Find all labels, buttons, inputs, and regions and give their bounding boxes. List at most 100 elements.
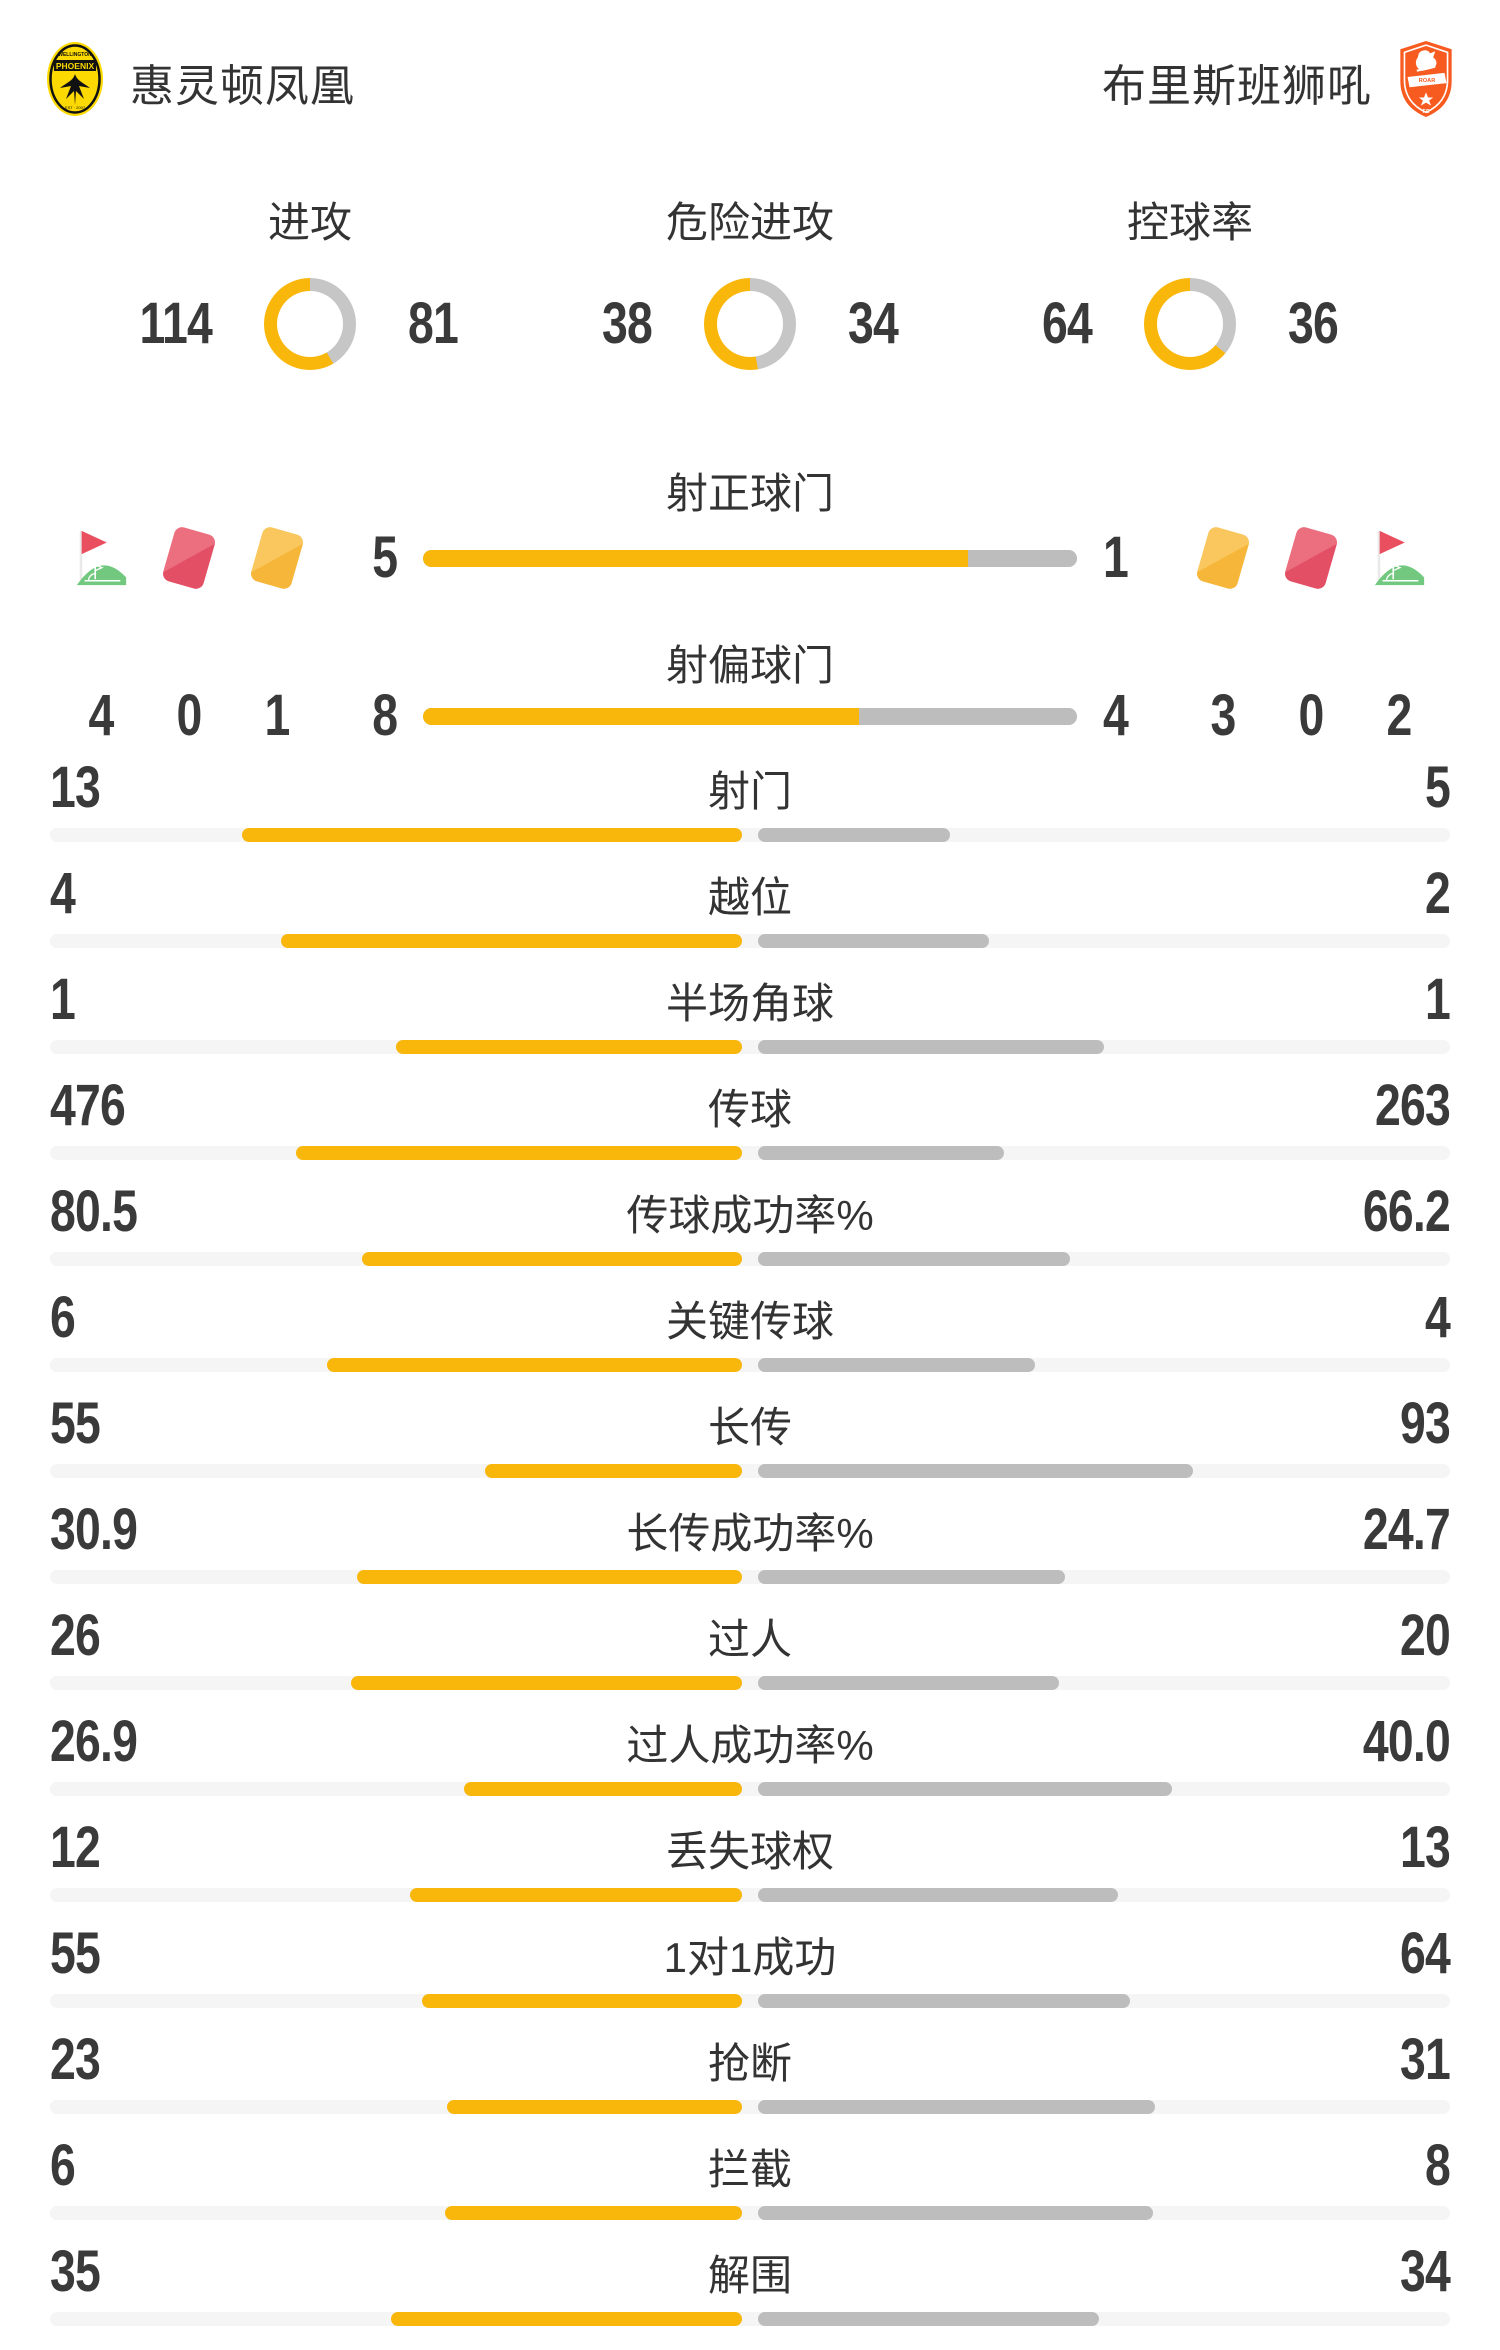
stat-bar-track bbox=[50, 1358, 1450, 1372]
stat-bar-track bbox=[50, 1252, 1450, 1266]
stat-bar-track bbox=[50, 1676, 1450, 1690]
stat-row: 35 解围 34 bbox=[50, 2239, 1451, 2346]
shots-off-target-title: 射偏球门 bbox=[665, 642, 834, 689]
stat-away-value: 66.2 bbox=[1362, 1179, 1451, 1244]
stat-bar-away bbox=[758, 1252, 1071, 1266]
stat-bar-track bbox=[50, 2312, 1450, 2326]
svg-text:WELLINGTON: WELLINGTON bbox=[58, 52, 92, 58]
stat-bar-away bbox=[758, 1464, 1193, 1478]
donut-away-value: 36 bbox=[1288, 291, 1339, 356]
stat-away-value: 4 bbox=[1424, 1285, 1451, 1350]
stat-bar-away bbox=[758, 1676, 1059, 1690]
stat-away-value: 34 bbox=[1399, 2239, 1451, 2304]
stat-row: 26.9 过人成功率% 40.0 bbox=[50, 1710, 1451, 1816]
stat-home-value: 80.5 bbox=[50, 1179, 138, 1244]
stat-bar-track bbox=[50, 1464, 1450, 1478]
stat-home-value: 55 bbox=[50, 1391, 101, 1456]
donut-col-dangerous-attacks: 危险进攻 38 34 bbox=[530, 189, 970, 370]
team-home-name: 惠灵顿凤凰 bbox=[130, 61, 355, 111]
donut-section: 进攻 114 81 危险进攻 38 34 控球率 64 36 bbox=[0, 189, 1500, 370]
stat-bar-home bbox=[447, 2100, 742, 2114]
stat-bar-away bbox=[758, 1782, 1172, 1796]
stat-row: 30.9 长传成功率% 24.7 bbox=[50, 1497, 1451, 1604]
stat-bar-away bbox=[758, 1146, 1005, 1160]
shots-on-target-bar-away bbox=[968, 549, 1077, 567]
stat-label: 1对1成功 bbox=[663, 1933, 837, 1981]
stat-label: 射门 bbox=[707, 767, 792, 815]
shots-on-target-bar bbox=[423, 549, 1077, 567]
stat-home-value: 6 bbox=[50, 1285, 76, 1350]
stat-row: 4 越位 2 bbox=[50, 861, 1451, 968]
donut-home-value: 64 bbox=[1041, 291, 1093, 356]
stat-bar-away bbox=[758, 2206, 1154, 2220]
stat-bar-away bbox=[758, 1994, 1131, 2008]
stat-row: 55 长传 93 bbox=[50, 1391, 1451, 1498]
stat-row: 23 抢断 31 bbox=[50, 2027, 1451, 2134]
red-card-icon bbox=[1282, 525, 1340, 591]
donut-away-value: 34 bbox=[848, 291, 899, 356]
stat-bar-track bbox=[50, 2100, 1450, 2114]
stat-bar-home bbox=[445, 2206, 742, 2220]
stat-label: 拦截 bbox=[707, 2145, 792, 2193]
stat-bar-home bbox=[362, 1252, 742, 1266]
stat-away-value: 2 bbox=[1424, 861, 1451, 926]
home-discipline-counts: 4 0 1 bbox=[48, 686, 318, 746]
stat-home-value: 30.9 bbox=[50, 1497, 138, 1562]
stat-bar-home bbox=[396, 1040, 742, 1054]
stat-bar-away bbox=[758, 2312, 1100, 2326]
stat-bar-track bbox=[50, 934, 1450, 948]
stat-bar-home bbox=[409, 1888, 742, 1902]
team-away-name: 布里斯班狮吼 bbox=[1102, 61, 1372, 111]
svg-text:ROAR: ROAR bbox=[1419, 78, 1436, 84]
header: WELLINGTON PHOENIX EST · 2007 惠灵顿凤凰 布里斯班… bbox=[0, 0, 1500, 123]
stat-home-value: 35 bbox=[50, 2239, 101, 2304]
stat-row: 80.5 传球成功率% 66.2 bbox=[50, 1179, 1451, 1286]
stat-away-value: 8 bbox=[1424, 2133, 1451, 2198]
team-home-logo-icon: WELLINGTON PHOENIX EST · 2007 bbox=[46, 41, 104, 122]
stat-bar-track bbox=[50, 1782, 1450, 1796]
stat-home-value: 13 bbox=[50, 755, 101, 820]
donut-col-attacks: 进攻 114 81 bbox=[90, 189, 530, 370]
donut-chart bbox=[264, 278, 356, 370]
stat-home-value: 4 bbox=[50, 861, 76, 926]
stat-bar-home bbox=[326, 1358, 742, 1372]
stat-bar-track bbox=[50, 828, 1450, 842]
donut-col-possession: 控球率 64 36 bbox=[970, 189, 1410, 370]
svg-text:FC: FC bbox=[1423, 109, 1430, 115]
stat-bar-away bbox=[758, 1888, 1118, 1902]
stat-row: 476 传球 263 bbox=[50, 1073, 1451, 1180]
stat-away-value: 263 bbox=[1374, 1073, 1451, 1138]
shots-off-target-bar-home bbox=[423, 707, 859, 725]
stat-away-value: 31 bbox=[1399, 2027, 1451, 2092]
shots-on-target-away-value: 1 bbox=[1103, 525, 1129, 590]
shots-off-target-bar-away bbox=[859, 707, 1077, 725]
stat-bar-home bbox=[422, 1994, 742, 2008]
stat-bar-home bbox=[391, 2312, 742, 2326]
away-discipline-icons bbox=[1182, 514, 1452, 602]
stat-bar-home bbox=[296, 1146, 742, 1160]
stat-row: 6 关键传球 4 bbox=[50, 1285, 1451, 1392]
away-discipline-counts: 3 0 2 bbox=[1182, 686, 1452, 746]
stat-row: 26 过人 20 bbox=[50, 1603, 1451, 1710]
stat-away-value: 64 bbox=[1399, 1921, 1451, 1986]
stat-away-value: 13 bbox=[1399, 1815, 1451, 1880]
stat-row: 55 1对1成功 64 bbox=[50, 1921, 1451, 2028]
stat-home-value: 55 bbox=[50, 1921, 101, 1986]
stat-label: 长传成功率% bbox=[626, 1509, 874, 1557]
corner-flag-icon bbox=[1370, 529, 1428, 587]
donut-home-value: 114 bbox=[139, 291, 213, 356]
stat-bar-track bbox=[50, 1146, 1450, 1160]
donut-home-value: 38 bbox=[601, 291, 653, 356]
team-away-logo-icon: ROAR FC bbox=[1398, 40, 1454, 123]
team-home: WELLINGTON PHOENIX EST · 2007 惠灵顿凤凰 bbox=[46, 41, 355, 122]
stat-label: 过人 bbox=[707, 1615, 792, 1663]
stat-bar-away bbox=[758, 1358, 1035, 1372]
shots-off-target-away-value: 4 bbox=[1103, 683, 1129, 748]
stat-home-value: 6 bbox=[50, 2133, 76, 2198]
stat-label: 越位 bbox=[707, 873, 792, 921]
donut-title: 危险进攻 bbox=[665, 199, 834, 246]
stat-away-value: 20 bbox=[1399, 1603, 1451, 1668]
stat-bar-home bbox=[280, 934, 742, 948]
stat-bar-track bbox=[50, 1570, 1450, 1584]
stat-bar-away bbox=[758, 934, 989, 948]
